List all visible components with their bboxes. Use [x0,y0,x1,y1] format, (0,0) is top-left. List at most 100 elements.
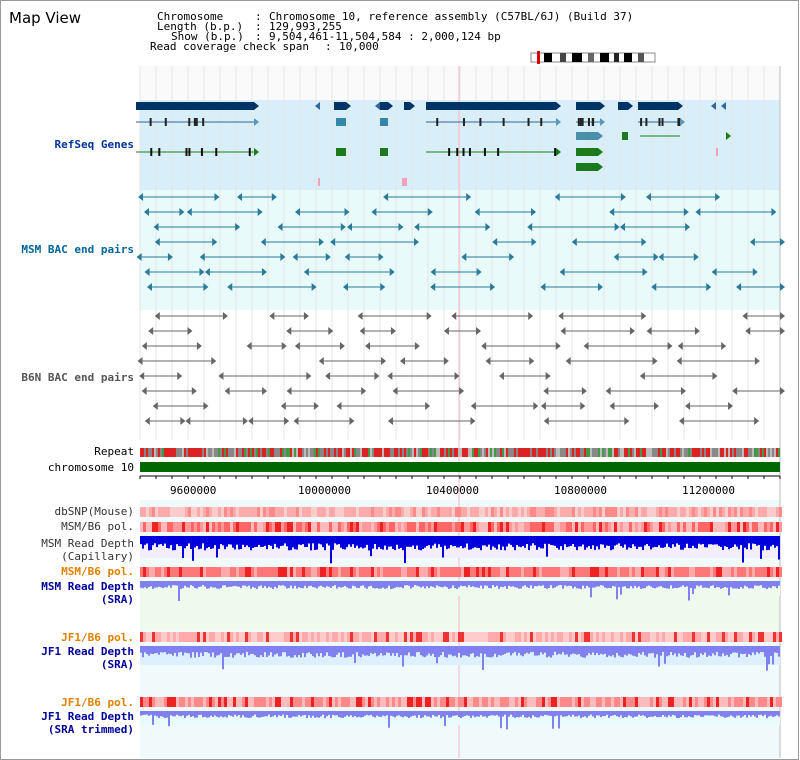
depth-bar [706,711,708,716]
heat-strip-cell [356,567,359,577]
depth-bar [746,711,748,718]
depth-bar [258,646,260,658]
heat-strip-cell [503,522,506,532]
depth-bar [730,536,732,549]
heat-strip-cell [479,567,482,577]
depth-bar [428,711,430,717]
depth-bar [686,646,688,658]
depth-bar [270,581,272,588]
heat-strip-cell [419,697,422,707]
heat-strip-cell [197,507,200,517]
heat-strip-cell [182,507,185,517]
heat-strip-cell [320,567,323,577]
depth-bar [778,581,780,586]
heat-strip-cell [653,697,656,707]
b6n-bac-pair-end [470,402,476,410]
b6n-bac-pair-end [246,342,252,350]
depth-bar [476,581,478,588]
depth-bar [712,646,714,654]
heat-strip-cell [677,507,680,517]
repeat-segment [660,448,662,457]
heat-strip-cell [554,507,557,517]
heat-strip-cell [710,567,713,577]
depth-bar [268,581,270,587]
msm-bac-pair-end [653,253,659,261]
repeat-segment [214,448,216,457]
depth-bar [680,646,682,656]
heat-strip-cell [176,522,179,532]
heat-strip-cell [527,567,530,577]
heat-strip-cell [323,507,326,517]
depth-bar [344,711,346,717]
depth-bar [336,711,338,716]
heat-strip-cell [149,632,152,642]
depth-bar [156,581,158,588]
repeat-segment [148,448,150,457]
heat-strip-cell [314,697,317,707]
heat-strip-cell [659,697,662,707]
depth-bar [378,646,380,656]
heat-strip-cell [566,697,569,707]
msm-bac-pair-end [715,193,721,201]
heat-strip-cell [293,697,296,707]
heat-strip-cell [362,567,365,577]
depth-bar [180,536,182,547]
depth-bar [534,536,536,546]
depth-bar [342,581,344,588]
msm-read-depth-capillary-label-1: MSM Read Depth [41,537,134,550]
heat-strip-cell [539,507,542,517]
repeat-segment [224,448,226,457]
depth-bar [412,581,414,588]
repeat-segment [144,448,146,457]
heat-strip-cell [608,567,611,577]
heat-strip-cell [638,507,641,517]
heat-strip-cell [161,697,164,707]
repeat-segment [564,448,566,457]
heat-strip-cell [401,632,404,642]
depth-bar [656,536,658,548]
heat-strip-cell [659,632,662,642]
heat-strip-cell [620,507,623,517]
depth-bar [218,646,220,656]
refseq-gene-arrow [680,118,685,126]
depth-bar [378,536,380,548]
depth-bar [680,711,682,718]
depth-bar [164,646,166,653]
depth-bar [728,581,730,596]
depth-bar [162,711,164,717]
repeat-segment [408,448,410,457]
depth-bar [254,711,256,715]
depth-bar [368,646,370,656]
heat-strip-cell [242,632,245,642]
heat-strip-cell [308,632,311,642]
heat-strip-cell [233,522,236,532]
heat-strip-cell [617,567,620,577]
repeat-segment [244,448,246,457]
depth-bar [512,711,514,717]
msm-bac-pair-end [147,283,153,291]
repeat-segment [206,448,208,457]
chromosome-ideogram[interactable] [528,51,660,65]
heat-strip-cell [413,632,416,642]
repeat-segment [648,448,650,457]
b6n-bac-pair-end [222,312,228,320]
depth-bar [352,536,354,545]
refseq-exon [497,148,500,156]
depth-bar [264,536,266,546]
depth-bar [458,536,460,548]
depth-bar [356,646,358,653]
heat-strip-cell [659,522,662,532]
depth-bar [690,646,692,656]
heat-strip-cell [182,632,185,642]
heat-strip-cell [188,507,191,517]
depth-bar [520,581,522,589]
repeat-segment [298,448,300,457]
depth-bar [532,581,534,589]
repeat-segment [542,448,544,457]
depth-bar [400,711,402,717]
heat-strip-cell [266,697,269,707]
depth-bar [276,711,278,718]
depth-bar [214,646,216,658]
depth-bar [182,646,184,656]
